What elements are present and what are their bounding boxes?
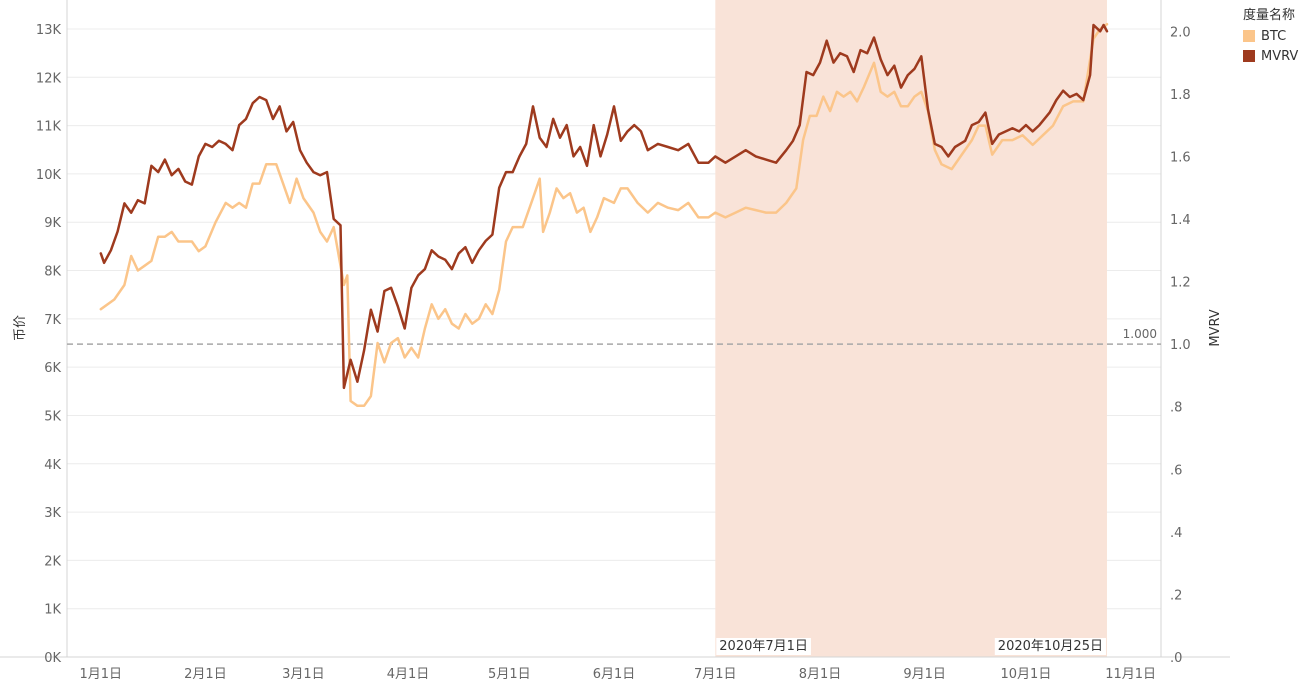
right-tick-label: .0	[1170, 651, 1182, 666]
band-start-label: 2020年7月1日	[719, 639, 808, 654]
right-tick-label: 1.4	[1170, 213, 1191, 228]
x-tick-label: 3月1日	[282, 667, 325, 682]
left-tick-label: 6K	[44, 361, 61, 376]
band-end-label-bg	[994, 638, 1106, 655]
left-tick-label: 4K	[44, 458, 61, 473]
band-start-label-group: 2020年7月1日	[716, 638, 811, 655]
left-tick-label: 7K	[44, 313, 61, 328]
series-lines	[99, 22, 1109, 408]
right-tick-label: .2	[1170, 588, 1182, 603]
left-tick-label: 3K	[44, 506, 61, 521]
legend-item-btc[interactable]: BTC	[1243, 26, 1298, 46]
right-tick-label: .6	[1170, 463, 1182, 478]
right-tick-label: .8	[1170, 401, 1182, 416]
right-axis-ticks: .0 .2 .4 .6 .8 1.0 1.2 1.4 1.6 1.8 2.0	[1170, 25, 1191, 666]
right-tick-label: 1.8	[1170, 88, 1191, 103]
x-tick-label: 4月1日	[387, 667, 430, 682]
x-tick-label: 5月1日	[488, 667, 531, 682]
band-end-label: 2020年10月25日	[998, 639, 1103, 654]
band-end-label-group: 2020年10月25日	[994, 638, 1106, 655]
left-tick-label: 1K	[44, 603, 61, 618]
x-tick-label: 1月1日	[79, 667, 122, 682]
series-line-btc	[99, 22, 1109, 408]
left-tick-label: 2K	[44, 554, 61, 569]
left-tick-label: 9K	[44, 216, 61, 231]
x-tick-label: 11月1日	[1105, 667, 1156, 682]
left-tick-label: 5K	[44, 409, 61, 424]
x-tick-label: 2月1日	[184, 667, 227, 682]
x-tick-label: 8月1日	[799, 667, 842, 682]
right-tick-label: .4	[1170, 526, 1182, 541]
legend-swatch-btc	[1243, 30, 1255, 42]
band-start-label-bg	[716, 638, 811, 655]
right-tick-label: 1.6	[1170, 150, 1191, 165]
legend-swatch-mvrv	[1243, 50, 1255, 62]
x-tick-label: 10月1日	[1001, 667, 1052, 682]
series-line-mvrv	[99, 23, 1109, 390]
right-tick-label: 1.0	[1170, 338, 1191, 353]
left-tick-label: 10K	[36, 168, 62, 183]
dual-axis-line-chart: 0K 1K 2K 3K 4K 5K 6K 7K 8K 9K 10K 11K 12K 13K .0 .2 .4.…	[0, 0, 1230, 682]
right-axis-title: MVRV	[1208, 309, 1223, 346]
left-tick-label: 13K	[36, 23, 62, 38]
x-tick-label: 6月1日	[593, 667, 636, 682]
legend-label-btc: BTC	[1261, 28, 1287, 44]
reference-line-label: 1.000	[1123, 327, 1157, 341]
left-tick-label: 8K	[44, 265, 61, 280]
x-tick-label: 9月1日	[903, 667, 946, 682]
x-tick-label: 7月1日	[694, 667, 737, 682]
right-tick-label: 1.2	[1170, 276, 1191, 291]
legend-label-mvrv: MVRV	[1261, 48, 1299, 64]
left-tick-label: 11K	[36, 120, 62, 135]
legend-title: 度量名称	[1243, 8, 1296, 23]
left-axis-title: 币价	[13, 315, 28, 341]
legend: 度量名称 BTC MVRV	[1243, 4, 1298, 66]
left-tick-label: 12K	[36, 71, 62, 86]
left-axis-ticks: 0K 1K 2K 3K 4K 5K 6K 7K 8K 9K 10K 11K 12K 13K	[36, 23, 62, 666]
legend-item-mvrv[interactable]: MVRV	[1243, 46, 1298, 66]
axes	[0, 0, 1230, 658]
right-tick-label: 2.0	[1170, 25, 1191, 40]
left-tick-label: 0K	[44, 651, 61, 666]
x-axis-ticks: 1月1日 2月1日 3月1日 4月1日 5月1日 6月1日 7月1日 8月1日 9月1日 10月1…	[79, 667, 1156, 682]
highlight-band	[715, 0, 1107, 657]
